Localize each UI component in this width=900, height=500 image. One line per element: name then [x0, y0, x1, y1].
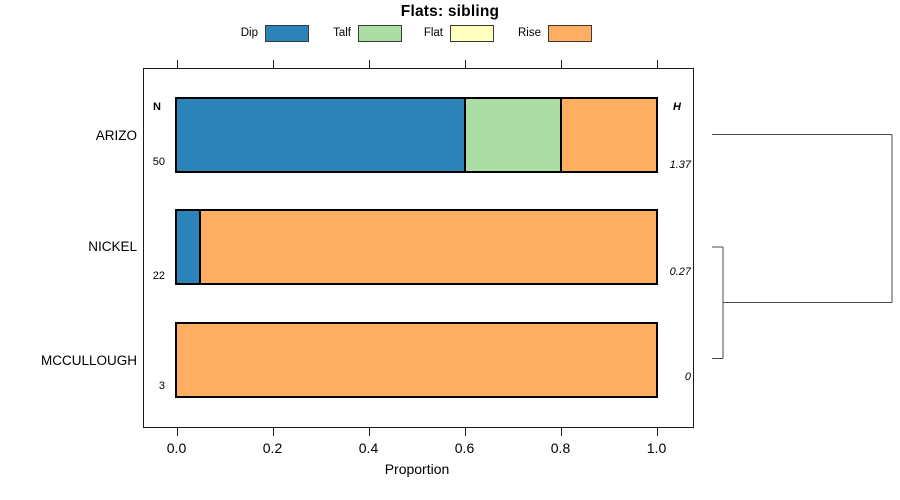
x-axis-tick-bottom: [272, 428, 274, 436]
h-value-mccullough: 0: [684, 371, 691, 383]
bar-segment-rise: [198, 210, 656, 283]
x-axis-tick-bottom: [176, 428, 178, 436]
x-axis-tick-top: [464, 60, 466, 68]
bar-mccullough: [175, 322, 658, 398]
bar-nickel: [175, 208, 658, 285]
x-axis-tick-label: 0.0: [166, 440, 187, 456]
h-column-header: H: [673, 101, 681, 113]
n-value-arizo: 50: [152, 155, 165, 168]
n-value-mccullough: 3: [158, 380, 165, 392]
x-axis-tick-bottom: [560, 428, 562, 436]
legend-swatch-rise: [548, 24, 592, 42]
bar-segment-talf: [464, 99, 561, 171]
bar-segment-dip: [177, 99, 465, 171]
legend-label-flat: Flat: [423, 27, 443, 39]
dendrogram: [712, 133, 893, 360]
legend-swatch-dip: [265, 24, 309, 42]
row-label-arizo: ARIZO: [95, 127, 137, 143]
x-axis-tick-bottom: [368, 428, 370, 436]
legend-item-rise: Rise: [486, 24, 592, 42]
h-value-arizo: 1.37: [669, 158, 691, 171]
legend-item-talf: Talf: [296, 24, 402, 42]
x-axis-title: Proportion: [384, 461, 450, 477]
row-label-nickel: NICKEL: [88, 239, 137, 254]
row-label-mccullough: MCCULLOUGH: [40, 352, 137, 368]
n-value-nickel: 22: [152, 270, 165, 282]
bar-segment-dip: [177, 210, 199, 283]
bar-arizo: [175, 97, 658, 173]
x-axis-tick-label: 0.2: [262, 440, 283, 456]
n-column-header: N: [153, 101, 161, 113]
legend-label-dip: Dip: [240, 27, 258, 39]
x-axis-tick-bottom: [464, 428, 466, 436]
bar-segment-rise: [560, 99, 656, 171]
x-axis-tick-top: [368, 60, 370, 68]
x-axis-tick-top: [560, 60, 562, 68]
legend-item-flat: Flat: [388, 24, 494, 42]
h-value-nickel: 0.27: [669, 266, 691, 278]
legend-item-dip: Dip: [203, 24, 309, 42]
x-axis-tick-top: [272, 60, 274, 68]
x-axis-tick-top: [176, 60, 178, 68]
legend-swatch-talf: [358, 24, 402, 42]
legend-swatch-flat: [450, 24, 494, 42]
legend-label-rise: Rise: [517, 27, 541, 39]
x-axis-tick-top: [656, 60, 658, 68]
x-axis-tick-label: 1.0: [646, 440, 667, 456]
chart-title: Flats: sibling: [400, 3, 500, 20]
x-axis-tick-label: 0.8: [550, 440, 571, 456]
bar-segment-rise: [177, 324, 656, 396]
x-axis-tick-bottom: [656, 428, 658, 436]
x-axis-tick-label: 0.6: [454, 440, 475, 456]
x-axis-tick-label: 0.4: [358, 440, 379, 456]
legend-label-talf: Talf: [333, 27, 351, 39]
